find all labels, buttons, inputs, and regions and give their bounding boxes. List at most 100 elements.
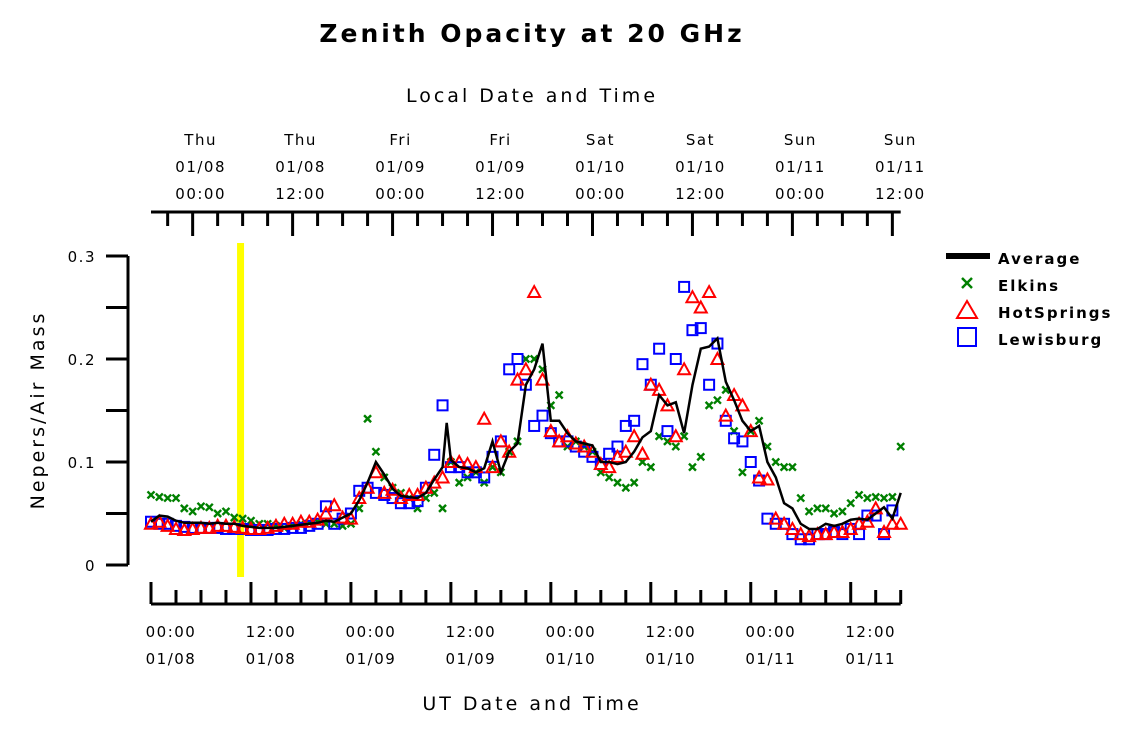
marker-stroke [663,437,672,446]
elkins-point [238,514,247,523]
x-tick-label-time: 12:00 [645,623,696,641]
lewisburg-point [603,447,616,460]
lewisburg-point [511,353,524,365]
top-tick-label-time: 12:00 [275,185,326,203]
lewisburg-point [728,432,741,445]
hotsprings-point [751,469,767,484]
hotsprings-point [184,520,201,535]
marker-stroke [854,490,864,500]
hotsprings-point [343,510,359,525]
hotsprings-point [326,497,342,512]
elkins-point [629,478,639,487]
axes-layer: 00:00 01/08 12:00 01/08 00:00 01/09 12:00 01/09… [68,131,926,668]
marker-stroke [429,488,439,498]
marker-stroke [754,416,764,426]
elkins-point [196,501,206,511]
lewisburg-point [344,507,357,520]
top-tick-label-time: 00:00 [575,185,626,203]
top-tick-label-day: Thu [283,131,317,149]
marker-stroke [529,354,539,364]
hotsprings-point [801,528,817,543]
top-tick-label-date: 01/10 [575,158,626,176]
elkins-point [213,509,222,518]
legend-swatch-hotsprings [955,299,979,319]
elkins-point [888,492,897,502]
lewisburg-point [503,363,516,376]
x-tick-label-time: 12:00 [446,623,497,641]
elkins-point [454,478,464,487]
elkins-point [813,504,822,513]
marker-stroke [838,507,847,516]
elkins-point [796,493,806,503]
elkins-point [738,467,747,477]
elkins-point [704,401,714,410]
marker-stroke [371,447,381,457]
y-axis-title: Nepers/Air Mass [27,311,49,510]
legend-label: Elkins [998,277,1060,295]
marker-stroke [863,493,872,503]
x-tick-label-time: 00:00 [745,623,796,641]
hotsprings-point [284,515,301,530]
y-tick-label: 0.3 [68,248,96,266]
marker-stroke [213,509,222,518]
marker-stroke [188,507,197,516]
top-tick-label-time: 00:00 [775,185,826,203]
marker-stroke [829,509,839,518]
marker-stroke [154,492,164,502]
top-tick-label-time: 12:00 [875,185,926,203]
hotsprings-point [476,410,492,425]
elkins-point [646,462,656,472]
hotsprings-point [193,519,209,534]
elkins-point [779,462,789,472]
hotsprings-point [793,526,809,541]
lewisburg-point [736,435,749,448]
elkins-point [829,509,839,518]
x-tick-label-time: 00:00 [346,623,397,641]
lewisburg-point [686,324,699,337]
top-tick-label-day: Fri [389,131,411,149]
legend-label: HotSprings [998,304,1112,322]
marker-stroke [221,507,231,516]
hotsprings-point [493,433,509,448]
elkins-point [688,462,697,472]
hotsprings-point [401,486,417,501]
marker-stroke [554,390,564,400]
hotsprings-point [293,513,309,528]
y-tick-label: 0 [85,557,96,575]
hotsprings-point [526,283,542,299]
elkins-point [371,447,381,457]
top-tick-label-day: Sat [586,131,615,149]
marker-stroke [896,442,906,451]
lewisburg-point [661,425,674,438]
x-axis-title: UT Date and Time [422,693,641,715]
top-tick-label-time: 12:00 [475,185,526,203]
elkins-point [188,507,197,516]
marker-stroke [229,513,239,522]
x-tick-label-date: 01/11 [745,650,796,668]
hotsprings-point [626,428,642,443]
hotsprings-point [593,455,609,471]
series-layer [143,280,909,546]
elkins-point [171,493,181,503]
top-tick-label-day: Sat [686,131,715,149]
elkins-point [863,493,872,503]
hotsprings-point [226,518,242,533]
elkins-point [554,390,564,400]
elkins-point [671,442,681,451]
lewisburg-point [869,509,882,522]
top-tick-label-time: 00:00 [375,185,426,203]
marker-stroke [363,414,372,424]
marker-stroke [163,493,173,503]
top-tick-label-date: 01/10 [675,158,726,176]
top-tick-label-date: 01/09 [475,158,526,176]
elkins-point [821,504,831,513]
average-line [150,335,902,531]
elkins-point [771,457,781,467]
elkins-point [146,490,156,500]
elkins-point [221,507,231,516]
x-tick-label-time: 12:00 [246,623,297,641]
marker-stroke [796,493,806,503]
lewisburg-point [678,280,691,293]
x-tick-label-time: 12:00 [845,623,896,641]
top-tick-label-date: 01/08 [275,158,326,176]
